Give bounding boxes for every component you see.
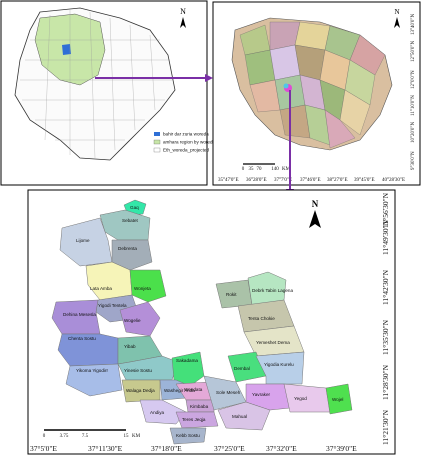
- north-arrow-icon: [180, 17, 186, 28]
- scale-label: KM: [132, 434, 141, 439]
- y-coordinate: 9°30'0"N: [411, 151, 416, 170]
- legend-swatch: [153, 139, 161, 145]
- woreda-label: Gaq: [130, 205, 139, 210]
- detail-panel: Gaq Sebatet Lijome Debrenta Lata Amba Wo…: [27, 189, 396, 455]
- woreda-label: Dembal: [234, 366, 250, 371]
- woreda-label: Kimbaba: [190, 404, 209, 409]
- legend-swatch: [153, 147, 161, 153]
- y-coordinate: 10°20'0"N: [411, 122, 416, 143]
- scale-label: 0: [43, 434, 46, 439]
- woreda-label: Yigodi Tentela: [98, 303, 127, 308]
- woreda-label: Kebb Sostu: [176, 433, 200, 438]
- woreda-label: Sole Meseh: [216, 390, 241, 395]
- woreda-label: Yavraker: [252, 392, 271, 397]
- scale-label: 140: [271, 167, 279, 172]
- woreda-label: Sakadama: [176, 358, 198, 363]
- woreda-label: Yibab: [124, 344, 136, 349]
- woreda-label: Washegir Anda: [164, 388, 195, 393]
- woreda-label: Sebatet: [122, 218, 139, 223]
- region-panel: N 0 35 70 140 KM 35°47'0"E 36°28'0"E 37°…: [212, 1, 421, 186]
- woreda-label: Yemeshet Dema: [256, 340, 290, 345]
- scale-label: 3.75: [60, 434, 69, 439]
- y-coordinate: 11°21'30"N: [381, 409, 390, 445]
- legend-swatch: [154, 132, 160, 136]
- woreda-label: Wendata: [184, 387, 203, 392]
- woreda-label: Wogelie: [124, 318, 141, 323]
- scale-label: 0: [242, 167, 245, 172]
- y-coordinate: 11°35'30"N: [381, 319, 390, 355]
- x-coordinate: 37°25'0"E: [214, 444, 245, 453]
- woreda-label: Wojel: [332, 397, 343, 402]
- y-coordinate: 13°40'0"N: [411, 14, 416, 35]
- scale-label: 7.5: [82, 434, 89, 439]
- x-coordinate: 37°7'0"E: [274, 178, 292, 183]
- y-coordinate: 11°42'30"N: [381, 269, 390, 305]
- scale-label: 35: [249, 167, 255, 172]
- x-coordinate: 35°47'0"E: [218, 178, 239, 183]
- woreda-polygons: [51, 199, 353, 445]
- woreda-label: Rokit: [226, 292, 237, 297]
- bahir-dar-woreda: [62, 44, 71, 55]
- legend-label: bahir dar zuria woreda: [163, 132, 209, 137]
- y-coordinate: 11°49'30"N: [381, 219, 390, 255]
- woreda-label: Chenta Sostu: [68, 336, 96, 341]
- y-coordinate: 11°10'0"N: [411, 95, 416, 116]
- woreda-label: Lijome: [76, 238, 90, 243]
- x-coordinate: 37°32'0"E: [266, 444, 297, 453]
- woreda-label: Andiya: [150, 410, 164, 415]
- north-arrow-icon: [394, 17, 400, 28]
- y-coordinate: 12°0'0"N: [411, 70, 416, 89]
- x-coordinate: 37°5'0"E: [30, 444, 57, 453]
- x-coordinate: 37°46'0"E: [300, 178, 321, 183]
- x-coordinate: 40°28'30"E: [382, 178, 405, 183]
- woreda-label: Yigodia Kurelu: [264, 362, 294, 367]
- overview-panel: N bahir dar zuria woreda amhara region b…: [0, 0, 216, 186]
- woreda-label: Tenta Chokie: [248, 316, 275, 321]
- woreda-label: Lata Amba: [90, 286, 112, 291]
- x-coordinate: 37°39'0"E: [326, 444, 357, 453]
- woreda-lines: [20, 10, 172, 159]
- x-coordinate: 39°45'0"E: [354, 178, 375, 183]
- woreda-label: Wonjeta: [134, 286, 151, 291]
- x-coordinate: 38°27'0"E: [327, 178, 348, 183]
- woreda-label: Yinesie Sostu: [124, 368, 152, 373]
- study-area: [283, 83, 289, 89]
- north-arrow: N: [312, 199, 319, 209]
- legend-label: amhara region by woreda: [163, 140, 216, 145]
- x-coordinate: 36°28'0"E: [246, 178, 267, 183]
- woreda-label: Walaga Dedja: [126, 388, 155, 393]
- y-coordinate: 12°50'0"N: [411, 41, 416, 62]
- region-woredas: [239, 21, 386, 149]
- y-coordinate: 11°56'30"N: [381, 192, 390, 228]
- legend-label: Eth_woreda_projected: [163, 148, 209, 153]
- woreda-labels: Gaq Sebatet Lijome Debrenta Lata Amba Wo…: [63, 205, 343, 438]
- x-coordinate: 37°18'0"E: [151, 444, 182, 453]
- north-arrow-icon: [309, 210, 321, 228]
- woreda-label: Debrenta: [118, 246, 137, 251]
- y-coordinate: 11°28'30"N: [381, 364, 390, 400]
- woreda-label: Mahual: [232, 414, 247, 419]
- woreda-label: Debrk Tabin Lagena: [252, 288, 293, 293]
- woreda-label: Yegod: [294, 396, 307, 401]
- scale-label: KM: [282, 167, 291, 172]
- scale-label: 70: [257, 167, 263, 172]
- x-coordinate: 37°11'30"E: [88, 444, 123, 453]
- woreda-label: Dehina Mesesla: [63, 312, 96, 317]
- north-arrow: N: [394, 8, 399, 16]
- woreda-label: Teres Jeqja: [182, 417, 206, 422]
- scale-label: 15: [124, 434, 130, 439]
- north-arrow: N: [180, 7, 186, 16]
- woreda-label: Yikoma Yigodirr: [76, 368, 108, 373]
